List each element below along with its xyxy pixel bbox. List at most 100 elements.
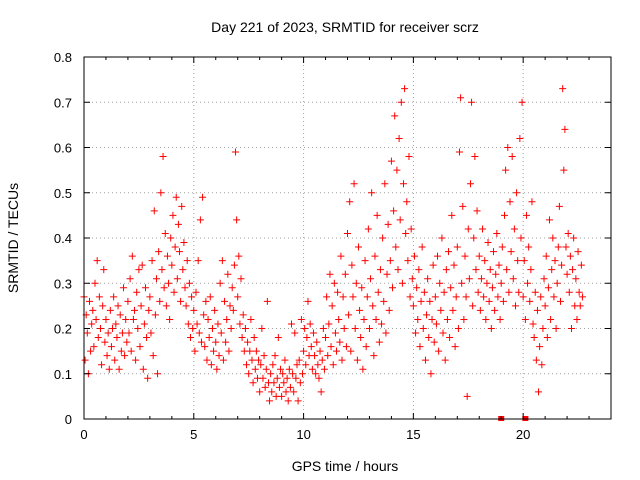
data-point [123, 338, 131, 346]
data-point [408, 275, 416, 283]
y-tick-label: 0.4 [54, 231, 72, 246]
data-point [368, 189, 376, 197]
data-point [208, 325, 216, 332]
data-point [312, 370, 320, 378]
y-tick-label: 0.2 [54, 322, 72, 337]
data-point [450, 261, 458, 269]
data-point [300, 347, 308, 355]
data-point [85, 297, 93, 305]
data-point [578, 293, 586, 301]
data-point [473, 207, 481, 215]
data-point [120, 284, 128, 292]
data-point [383, 270, 391, 278]
data-point [210, 347, 218, 355]
data-point [298, 370, 306, 378]
data-point [451, 343, 459, 351]
data-point [440, 288, 448, 296]
y-tick-label: 0 [65, 412, 72, 427]
data-point [363, 293, 371, 301]
data-point [552, 325, 560, 332]
data-point [504, 144, 512, 151]
data-point [374, 288, 382, 296]
data-point [127, 347, 135, 355]
data-point [535, 388, 543, 396]
data-point [385, 306, 393, 314]
data-point [159, 153, 167, 161]
data-point [371, 252, 379, 260]
data-point [540, 275, 548, 283]
data-point [382, 329, 390, 337]
data-point [513, 189, 521, 197]
data-point [501, 211, 509, 219]
data-point [437, 306, 445, 314]
data-point [396, 216, 404, 224]
data-point [281, 356, 289, 364]
y-tick-label: 0.7 [54, 95, 72, 110]
data-point [404, 257, 412, 265]
data-point [166, 315, 174, 323]
data-point [338, 356, 346, 364]
data-point [328, 302, 336, 310]
data-point [270, 379, 278, 387]
data-point [386, 257, 394, 265]
x-tick-label: 5 [190, 427, 197, 442]
data-point [455, 148, 463, 156]
data-point [245, 370, 253, 378]
data-point [574, 248, 582, 256]
data-point [326, 270, 334, 278]
data-point [133, 288, 141, 296]
data-point [519, 293, 527, 301]
data-point [381, 180, 389, 188]
data-point [307, 343, 315, 351]
data-point [449, 306, 457, 314]
data-point [161, 229, 169, 237]
data-point [118, 329, 126, 337]
data-point [526, 297, 534, 305]
data-point [341, 270, 349, 278]
data-point [445, 248, 453, 256]
data-point [483, 279, 491, 287]
data-point [439, 329, 447, 337]
data-point [507, 248, 515, 256]
data-point [466, 180, 474, 188]
data-point [560, 166, 568, 174]
data-point [138, 261, 146, 269]
data-point [278, 392, 286, 400]
grid-lines [84, 57, 611, 419]
data-point [356, 306, 364, 314]
data-point [297, 315, 305, 323]
data-point [288, 320, 296, 328]
data-point [375, 338, 383, 346]
data-point [544, 284, 552, 292]
data-points [80, 85, 586, 421]
data-point [94, 334, 102, 342]
data-point [205, 334, 213, 342]
data-point [485, 297, 493, 305]
data-point [227, 325, 235, 332]
data-point [213, 365, 221, 373]
data-point [546, 216, 554, 224]
data-point [182, 302, 190, 310]
data-point [106, 306, 114, 314]
data-point [541, 302, 549, 310]
y-tick-label: 0.1 [54, 367, 72, 382]
data-point [405, 153, 413, 161]
data-point [549, 234, 557, 242]
data-point [291, 329, 299, 337]
data-point [189, 325, 197, 332]
data-point [145, 306, 153, 314]
data-point [251, 365, 259, 373]
data-point [335, 315, 343, 323]
data-point [401, 85, 409, 93]
data-point [284, 397, 292, 405]
data-point [147, 329, 155, 337]
data-point [193, 320, 201, 328]
data-point [212, 338, 220, 346]
data-point [494, 293, 502, 301]
data-point [487, 325, 495, 332]
data-point [173, 275, 181, 283]
data-point [111, 356, 119, 364]
data-point [566, 252, 574, 260]
data-point [459, 202, 467, 210]
